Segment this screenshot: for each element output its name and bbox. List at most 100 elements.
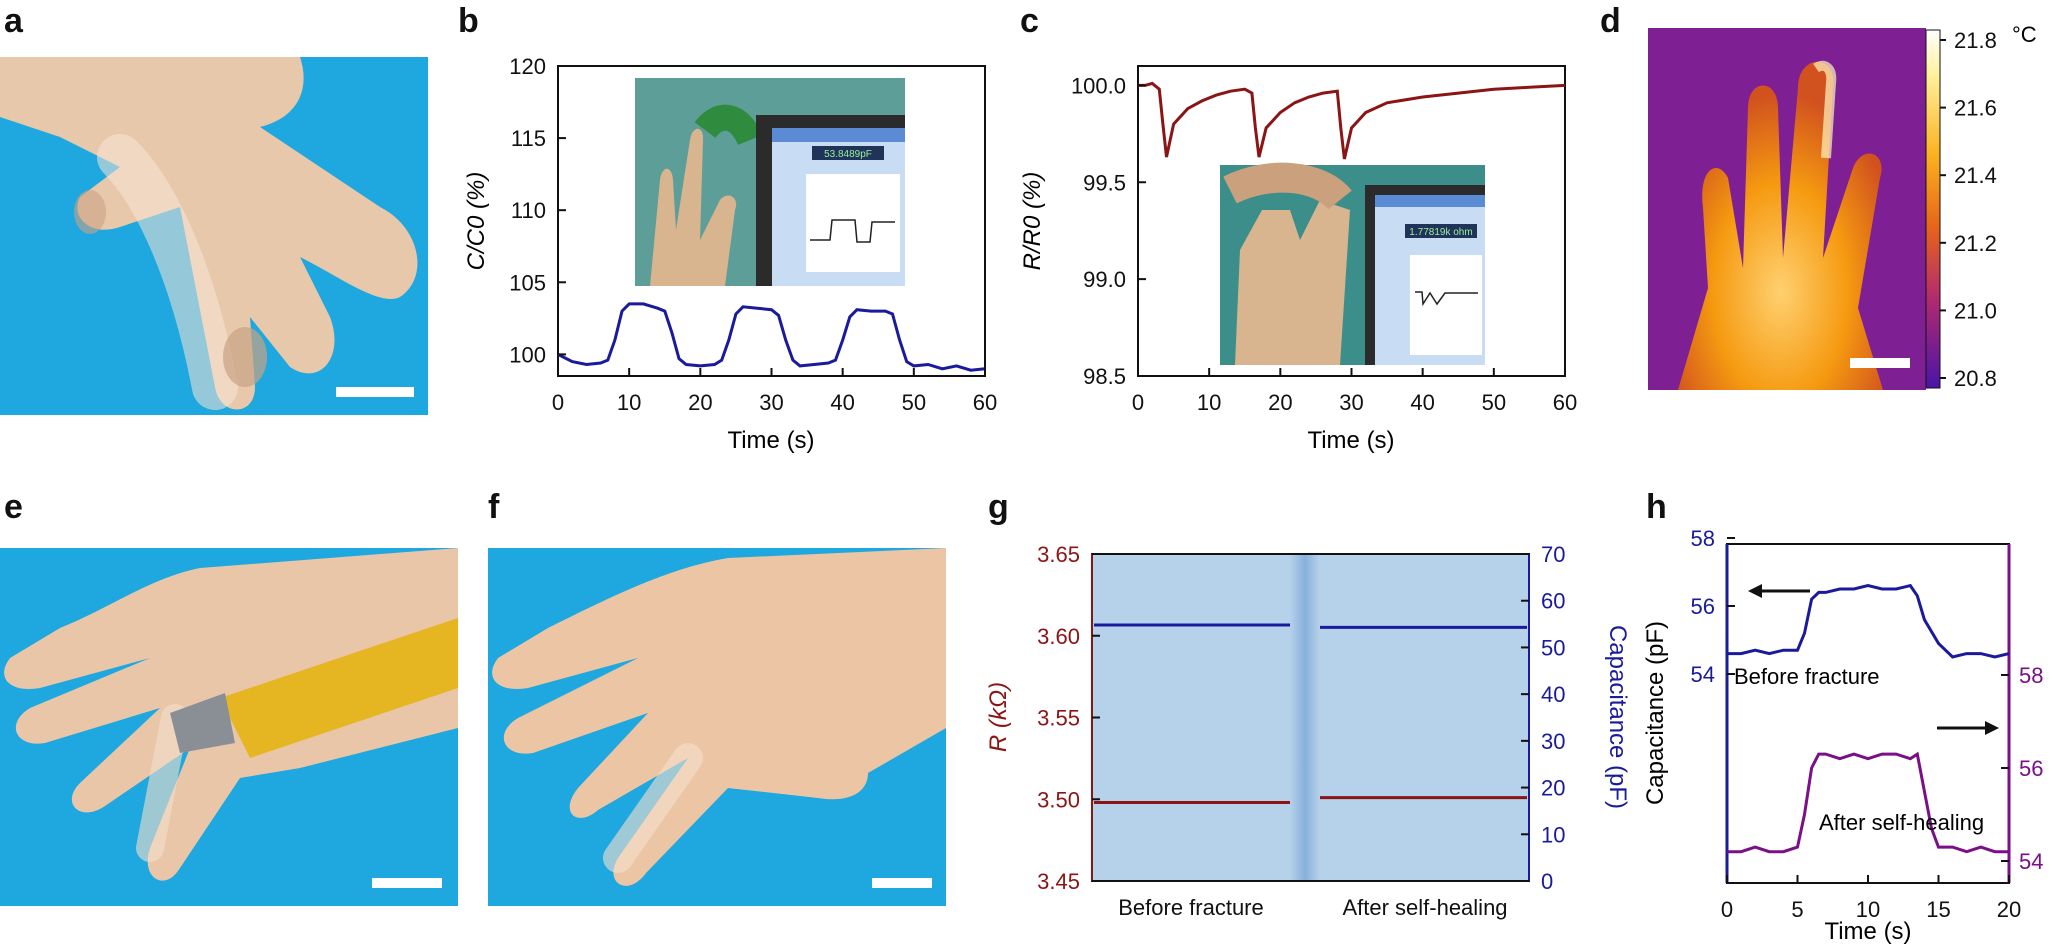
panel-label-a: a	[4, 2, 23, 40]
x-tick-label: 5	[1791, 897, 1803, 922]
y-tick-label-left: 54	[1691, 662, 1715, 687]
y-tick-label-left: 3.55	[1037, 706, 1080, 731]
chart-b: 53.8489pF 0 10 20 30 40 50 60 100105110115120 …	[463, 54, 997, 454]
colorbar-tick-label: 21.2	[1954, 231, 1997, 256]
y-tick-label-right: 54	[2019, 849, 2043, 874]
chart-h: 0 5 10 15 20 54 56 58 54 56 58 Before fracture A…	[1642, 526, 2043, 945]
y-tick-label-right: 30	[1541, 729, 1565, 754]
y-tick-label-right: 0	[1541, 869, 1553, 894]
y-tick-label-left: 58	[1691, 526, 1715, 551]
colorbar	[1925, 29, 1941, 389]
x-tick-label: 0	[1132, 390, 1144, 415]
inset-readout: 53.8489pF	[824, 149, 872, 160]
category-label: Before fracture	[1118, 895, 1264, 920]
x-tick-label: 10	[617, 390, 641, 415]
y-tick-label: 100	[509, 342, 546, 367]
y-tick-label: 98.5	[1083, 364, 1126, 389]
y-tick-label-right: 56	[2019, 756, 2043, 781]
x-tick-label: 30	[759, 390, 783, 415]
scale-bar	[336, 387, 414, 397]
x-tick-label: 50	[902, 390, 926, 415]
arrow-left-head	[1748, 584, 1762, 598]
ylabel-left-g: R (kΩ)	[985, 682, 1012, 752]
y-tick-label: 110	[511, 198, 546, 223]
x-tick-label: 40	[830, 390, 854, 415]
ylabel-right-g: Capacitance (pF)	[1604, 625, 1631, 809]
inset-photo: 53.8489pF	[635, 78, 905, 286]
panel-label-d: d	[1600, 2, 1621, 40]
photo-robot-hand-sensor	[0, 57, 428, 415]
scale-bar	[872, 878, 932, 888]
colorbar-tick-label: 21.6	[1954, 96, 1997, 121]
y-tick-label: 99.0	[1083, 267, 1126, 292]
x-tick-label: 15	[1926, 897, 1950, 922]
y-tick-label: 105	[509, 270, 546, 295]
chart-g: 3.45 3.50 3.55 3.60 3.65 0 10 20 30 40 50 60 70 Bef…	[985, 542, 1631, 920]
colorbar-tick-label: 20.8	[1954, 366, 1997, 391]
scale-bar	[372, 878, 442, 888]
panel-label-e: e	[4, 488, 23, 526]
y-tick-label: 120	[509, 54, 546, 79]
y-tick-label-left: 56	[1691, 594, 1715, 619]
y-tick-label-left: 3.50	[1037, 787, 1080, 812]
x-tick-label: 30	[1339, 390, 1363, 415]
y-tick-label-left: 3.60	[1037, 624, 1080, 649]
series-line-before	[1727, 583, 2010, 659]
y-tick-label-right: 50	[1541, 635, 1565, 660]
y-tick-label-left: 3.45	[1037, 869, 1080, 894]
y-tick-label: 99.5	[1083, 170, 1126, 195]
x-tick-label: 0	[1721, 897, 1733, 922]
ylabel-b: C/C0 (%)	[463, 172, 490, 271]
scale-bar	[1850, 358, 1910, 368]
colorbar-tick-label: 21.8	[1954, 28, 1997, 53]
annotation-before: Before fracture	[1734, 664, 1880, 689]
y-tick-label-right: 10	[1541, 822, 1565, 847]
x-tick-label: 10	[1197, 390, 1221, 415]
colorbar-tick-label: 21.0	[1954, 298, 1997, 323]
xlabel-b: Time (s)	[727, 427, 814, 454]
x-tick-label: 60	[1553, 390, 1577, 415]
colorbar-unit: °C	[2012, 22, 2037, 47]
xlabel-h: Time (s)	[1824, 918, 1911, 945]
y-tick-label: 100.0	[1071, 73, 1126, 98]
panel-label-g: g	[988, 488, 1009, 526]
x-tick-label: 60	[973, 390, 997, 415]
x-tick-label: 20	[688, 390, 712, 415]
photo-cutting-sensor	[0, 548, 458, 906]
inset-photo: 1.77819k ohm	[1220, 162, 1485, 365]
colorbar-tick-label: 21.4	[1954, 163, 1997, 188]
y-tick-label-right: 20	[1541, 776, 1565, 801]
xlabel-c: Time (s)	[1307, 427, 1394, 454]
series-line-b	[557, 302, 986, 372]
series-line-after	[1727, 751, 2009, 854]
ylabel-h: Capacitance (pF)	[1642, 621, 1669, 805]
x-tick-label: 20	[1997, 897, 2021, 922]
inset-readout: 1.77819k ohm	[1409, 227, 1472, 238]
fracture-band	[1290, 554, 1320, 881]
thermal-image	[1648, 28, 1926, 390]
annotation-after: After self-healing	[1819, 810, 1984, 835]
x-tick-label: 40	[1410, 390, 1434, 415]
y-tick-label: 115	[511, 126, 546, 151]
x-tick-label: 50	[1482, 390, 1506, 415]
y-tick-label-right: 58	[2019, 663, 2043, 688]
arrow-right-head	[1985, 721, 1999, 735]
panel-label-c: c	[1020, 2, 1039, 40]
ylabel-c: R/R0 (%)	[1019, 172, 1046, 271]
y-tick-label-right: 40	[1541, 682, 1565, 707]
panel-label-f: f	[488, 488, 500, 526]
panel-label-b: b	[458, 2, 479, 40]
photo-healed-sensor	[488, 548, 946, 906]
category-label: After self-healing	[1342, 895, 1507, 920]
series-line-c	[1138, 81, 1566, 160]
x-tick-label: 0	[552, 390, 564, 415]
y-tick-label-right: 70	[1541, 542, 1565, 567]
y-tick-label-right: 60	[1541, 589, 1565, 614]
panel-label-h: h	[1646, 488, 1667, 526]
y-tick-label-left: 3.65	[1037, 542, 1080, 567]
x-tick-label: 20	[1268, 390, 1292, 415]
chart-c: 1.77819k ohm 0 10 20 30 40 50 60 98.5 99.0 99.5 1…	[1019, 65, 1577, 454]
x-tick-label: 10	[1856, 897, 1880, 922]
colorbar-d: 21.8 21.6 21.4 21.2 21.0 20.8 °C	[1925, 22, 2037, 391]
